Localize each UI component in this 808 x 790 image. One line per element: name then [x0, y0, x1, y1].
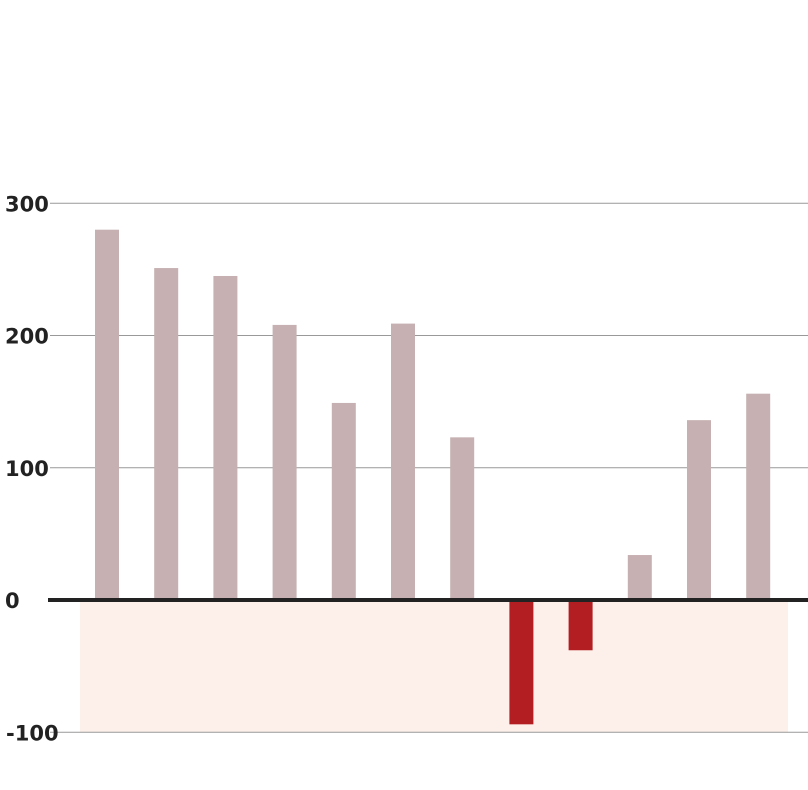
negative-region-band — [80, 600, 788, 733]
bar — [391, 323, 415, 600]
bar — [331, 402, 356, 600]
y-tick-label: 0 — [5, 589, 20, 613]
bar — [213, 275, 238, 600]
y-tick-label: -100 — [6, 721, 59, 745]
bar — [746, 393, 771, 600]
y-tick-label: 300 — [5, 192, 49, 216]
bar — [95, 229, 119, 600]
bar — [627, 555, 652, 600]
y-tick-label: 100 — [5, 457, 49, 481]
bar — [687, 420, 711, 600]
bar — [568, 600, 593, 651]
bar — [509, 600, 534, 725]
bar — [154, 268, 179, 600]
bar — [450, 437, 475, 600]
bar — [272, 324, 297, 600]
y-tick-label: 200 — [5, 325, 49, 349]
